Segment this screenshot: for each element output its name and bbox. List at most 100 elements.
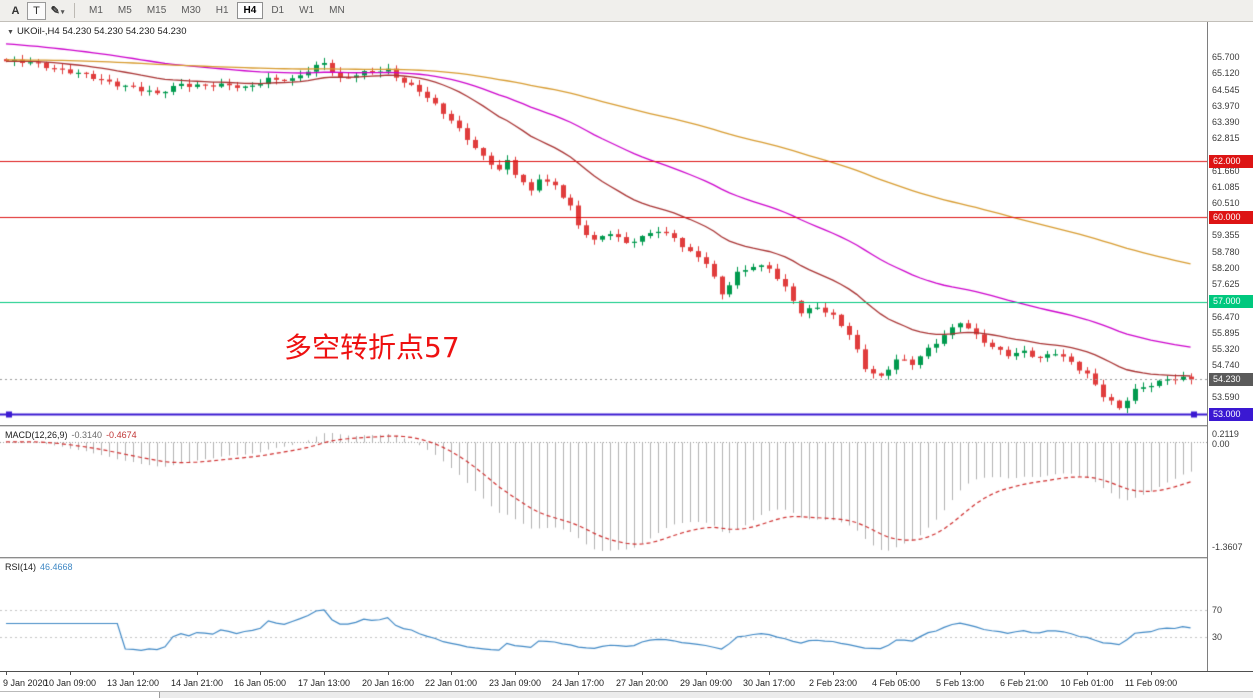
timeframe-button-group: M1 M5 M15 M30 H1 H4 D1 W1 MN [82, 2, 352, 19]
macd-name: MACD(12,26,9) [5, 430, 68, 440]
time-axis-label: 24 Jan 17:00 [551, 678, 605, 688]
axis-label: 61.660 [1212, 166, 1240, 176]
chart-text-annotation[interactable]: 多空转折点57 [284, 331, 460, 364]
symbol-ohlc-text: UKOil-,H4 54.230 54.230 54.230 54.230 [16, 26, 187, 37]
time-axis-label: 9 Jan 2020 [3, 678, 48, 688]
oneclick-dropdown-icon[interactable]: ▼ [7, 29, 14, 36]
macd-signal-value: -0.4674 [106, 430, 137, 440]
time-axis-tick [642, 672, 643, 675]
chart-tab-stub[interactable] [0, 692, 160, 698]
price-axis-badge: 53.000 [1209, 408, 1253, 421]
time-axis-label: 6 Feb 21:00 [999, 678, 1049, 688]
chart-tabs-strip [0, 691, 1253, 698]
price-axis-badge: 60.000 [1209, 211, 1253, 224]
time-axis-tick [133, 672, 134, 675]
axis-label: 55.320 [1212, 344, 1240, 354]
time-axis-label: 16 Jan 05:00 [233, 678, 287, 688]
time-axis-tick [451, 672, 452, 675]
timeframe-button-m1[interactable]: M1 [82, 2, 110, 19]
axis-label: 0.2119 [1212, 429, 1239, 439]
draw-tool-button[interactable]: ✎▾ [48, 2, 67, 20]
axis-label: 0.00 [1212, 439, 1230, 449]
timeframe-button-h1[interactable]: H1 [209, 2, 236, 19]
time-axis-tick [706, 672, 707, 675]
time-axis-label: 14 Jan 21:00 [170, 678, 224, 688]
pencil-icon: ✎ [50, 5, 60, 17]
time-axis-label: 23 Jan 09:00 [488, 678, 542, 688]
time-axis-label: 22 Jan 01:00 [424, 678, 478, 688]
axis-label: 56.470 [1212, 312, 1240, 322]
axis-label: 58.780 [1212, 247, 1240, 257]
time-axis-label: 4 Feb 05:00 [871, 678, 921, 688]
axis-label: 60.510 [1212, 198, 1240, 208]
time-axis-label: 29 Jan 09:00 [679, 678, 733, 688]
axis-label: 64.545 [1212, 85, 1240, 95]
axis-label: 55.895 [1212, 328, 1240, 338]
time-axis-tick [388, 672, 389, 675]
timeframe-button-mn[interactable]: MN [322, 2, 352, 19]
text-tool-button[interactable]: T [27, 1, 46, 20]
dropdown-caret-icon: ▾ [60, 9, 65, 16]
time-axis-label: 5 Feb 13:00 [935, 678, 985, 688]
price-axis-badge: 62.000 [1209, 155, 1253, 168]
timeframe-button-w1[interactable]: W1 [292, 2, 321, 19]
timeframe-button-m15[interactable]: M15 [140, 2, 173, 19]
axis-label: 63.390 [1212, 117, 1240, 127]
time-axis-tick [260, 672, 261, 675]
toolbar: A T ✎▾ M1 M5 M15 M30 H1 H4 D1 W1 MN [0, 0, 1253, 22]
macd-indicator-canvas[interactable] [0, 427, 1207, 557]
timeframe-button-h4[interactable]: H4 [236, 2, 264, 19]
time-axis-tick [1024, 672, 1025, 675]
time-axis-tick [960, 672, 961, 675]
time-axis-label: 17 Jan 13:00 [297, 678, 351, 688]
time-axis-tick [1151, 672, 1152, 675]
time-axis-label: 10 Jan 09:00 [43, 678, 97, 688]
panel-divider-rsi[interactable] [0, 557, 1253, 559]
time-axis-label: 11 Feb 09:00 [1124, 678, 1178, 688]
axis-label: 63.970 [1212, 101, 1240, 111]
axis-label: 62.815 [1212, 133, 1240, 143]
axis-label: 70 [1212, 605, 1223, 615]
rsi-value: 46.4668 [40, 562, 73, 572]
time-axis-tick [833, 672, 834, 675]
price-axis[interactable]: 65.700 65.120 64.545 63.970 63.390 62.815 61.6… [1207, 22, 1253, 691]
time-axis-tick [515, 672, 516, 675]
chart-symbol-title: ▼ UKOil-,H4 54.230 54.230 54.230 54.230 [7, 26, 186, 37]
time-axis-tick [896, 672, 897, 675]
rsi-name: RSI(14) [5, 562, 37, 572]
axis-label: 53.590 [1212, 392, 1240, 402]
price-chart-canvas[interactable] [0, 22, 1207, 425]
timeframe-button-m30[interactable]: M30 [174, 2, 207, 19]
time-axis-tick [769, 672, 770, 675]
time-axis-tick [578, 672, 579, 675]
toolbar-separator [74, 3, 75, 18]
axis-label: 61.085 [1212, 182, 1240, 192]
cursor-tool-button[interactable]: A [6, 2, 25, 20]
axis-label: 58.200 [1212, 263, 1240, 273]
axis-label: 65.700 [1212, 52, 1240, 62]
time-axis-label: 13 Jan 12:00 [106, 678, 160, 688]
rsi-indicator-canvas[interactable] [0, 559, 1207, 671]
axis-label: 57.625 [1212, 279, 1240, 289]
time-axis-label: 27 Jan 20:00 [615, 678, 669, 688]
panel-divider-macd[interactable] [0, 425, 1253, 427]
rsi-label: RSI(14) 46.4668 [5, 562, 73, 572]
price-axis-badge: 54.230 [1209, 373, 1253, 386]
axis-label: -1.3607 [1212, 542, 1243, 552]
time-axis-label: 2 Feb 23:00 [808, 678, 858, 688]
macd-label: MACD(12,26,9) -0.3140 -0.4674 [5, 430, 137, 440]
time-axis-tick [1087, 672, 1088, 675]
timeframe-button-m5[interactable]: M5 [111, 2, 139, 19]
timeframe-button-d1[interactable]: D1 [264, 2, 291, 19]
time-axis[interactable]: 9 Jan 2020 10 Jan 09:00 13 Jan 12:00 14 Jan… [0, 671, 1253, 691]
macd-main-value: -0.3140 [71, 430, 103, 440]
time-axis-tick [324, 672, 325, 675]
time-axis-label: 20 Jan 16:00 [361, 678, 415, 688]
time-axis-tick [197, 672, 198, 675]
axis-label: 59.355 [1212, 230, 1240, 240]
axis-label: 54.740 [1212, 360, 1240, 370]
time-axis-label: 10 Feb 01:00 [1060, 678, 1114, 688]
time-axis-label: 30 Jan 17:00 [742, 678, 796, 688]
axis-label: 65.120 [1212, 68, 1240, 78]
